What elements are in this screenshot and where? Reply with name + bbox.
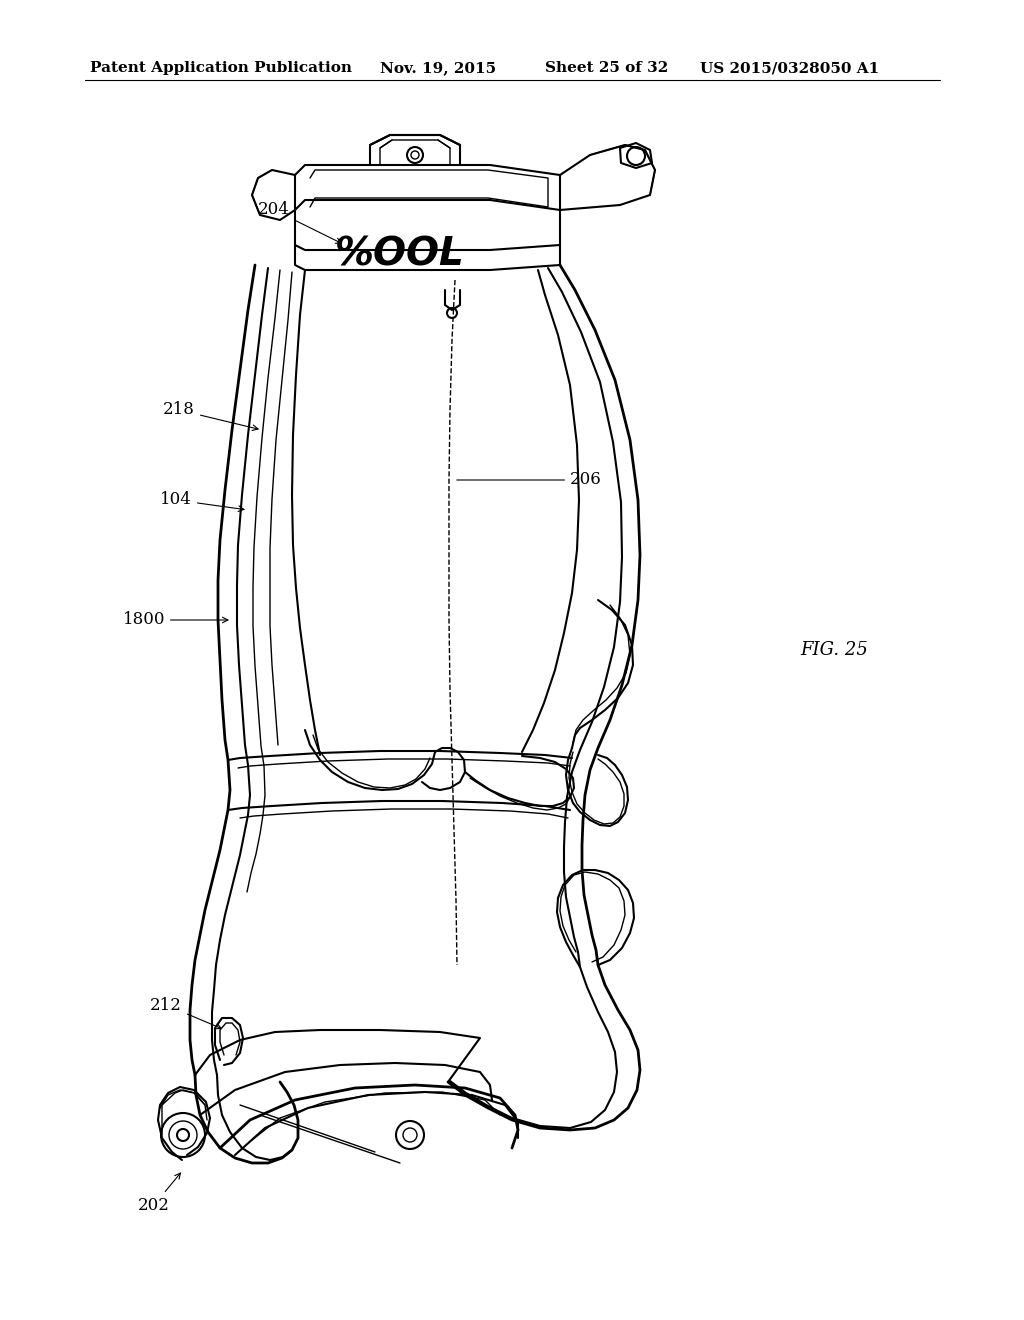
Text: 206: 206 (457, 471, 602, 488)
Text: 1800: 1800 (123, 611, 228, 628)
Text: Nov. 19, 2015: Nov. 19, 2015 (380, 61, 496, 75)
Text: 218: 218 (163, 401, 258, 430)
Text: Patent Application Publication: Patent Application Publication (90, 61, 352, 75)
Text: Sheet 25 of 32: Sheet 25 of 32 (545, 61, 669, 75)
Text: %OOL: %OOL (335, 236, 465, 275)
Text: 202: 202 (138, 1173, 180, 1213)
Text: 204: 204 (258, 202, 341, 243)
Text: FIG. 25: FIG. 25 (800, 642, 868, 659)
Text: US 2015/0328050 A1: US 2015/0328050 A1 (700, 61, 880, 75)
Text: 212: 212 (151, 997, 221, 1028)
Text: 104: 104 (160, 491, 244, 511)
